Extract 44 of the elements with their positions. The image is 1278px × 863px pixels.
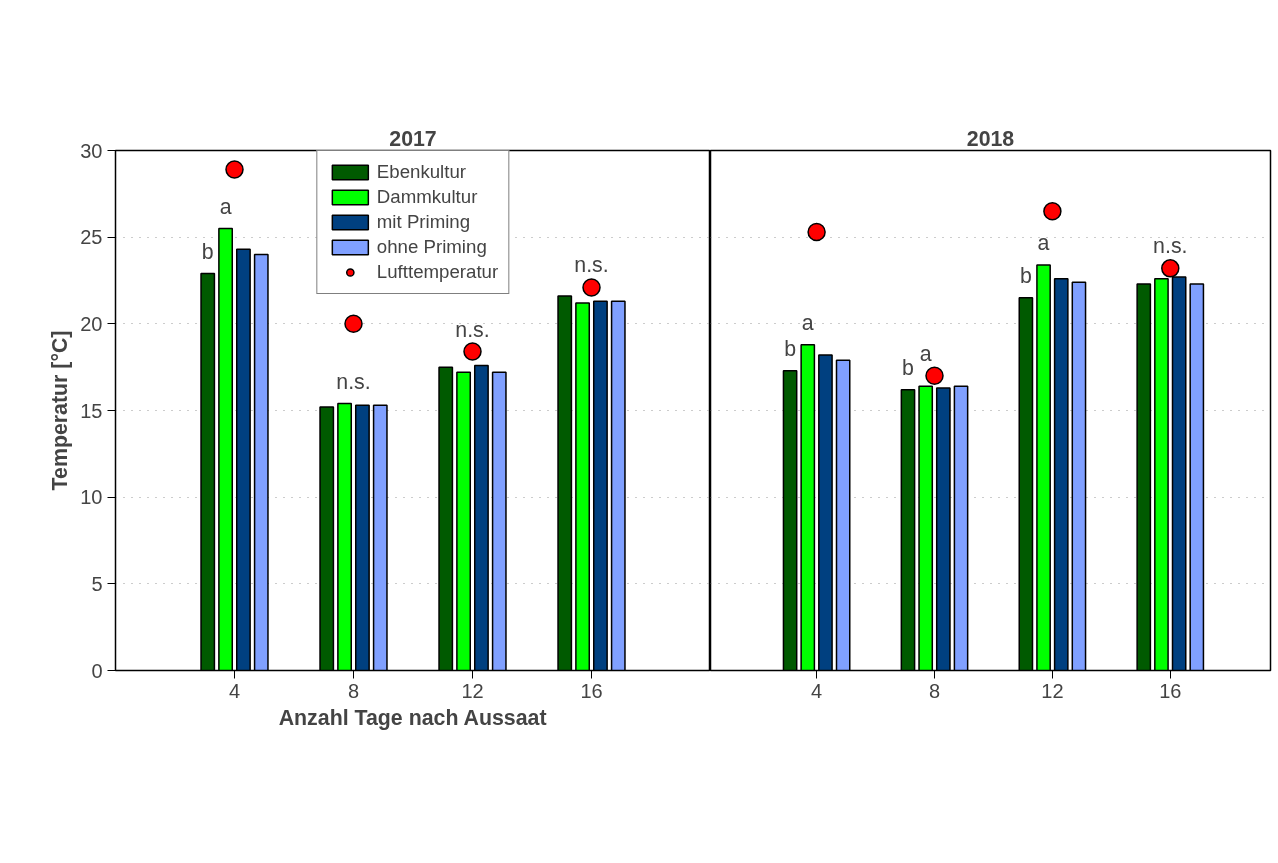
- annotation: b: [1019, 263, 1032, 288]
- y-axis-title: Temperatur [°C]: [48, 330, 73, 491]
- point: [463, 342, 482, 361]
- annotation: a: [919, 341, 932, 366]
- chart-title: 2017: [389, 126, 437, 151]
- x-tick-label: 12: [461, 679, 484, 702]
- y-tick-label: 30: [80, 139, 103, 162]
- annotation: a: [219, 194, 232, 219]
- legend-label: Dammkultur: [376, 186, 478, 208]
- point: [925, 366, 944, 386]
- x-tick-label: 4: [228, 679, 241, 702]
- point: [1043, 201, 1062, 221]
- annotation: n.s.: [574, 253, 609, 278]
- x-tick-label: 16: [580, 679, 603, 702]
- x-tick-label: 8: [928, 679, 941, 702]
- y-tick-label: 5: [91, 572, 103, 595]
- annotation: n.s.: [1153, 234, 1188, 259]
- y-tick-label: 20: [80, 312, 103, 335]
- point: [807, 222, 826, 242]
- annotation: b: [784, 336, 797, 361]
- x-tick-label: 8: [347, 679, 360, 702]
- x-tick-label: 16: [1159, 679, 1182, 702]
- annotation: n.s.: [455, 317, 490, 342]
- x-tick-label: 4: [811, 679, 823, 702]
- legend-label: mit Priming: [376, 211, 471, 233]
- annotation: n.s.: [336, 369, 371, 394]
- point: [225, 160, 244, 179]
- annotation: a: [1037, 230, 1050, 255]
- annotation: b: [201, 239, 214, 264]
- annotation: a: [801, 310, 814, 335]
- chart-title: 2018: [966, 126, 1015, 151]
- legend-label: Lufttemperatur: [376, 261, 499, 283]
- annotation: b: [902, 355, 914, 380]
- y-tick-label: 25: [80, 226, 103, 249]
- point: [582, 278, 601, 297]
- y-tick-label: 0: [91, 659, 103, 682]
- point: [344, 314, 363, 334]
- legend-label: Ebenkultur: [376, 161, 467, 183]
- x-axis-title: Anzahl Tage nach Aussaat: [278, 705, 547, 730]
- x-tick-label: 12: [1041, 679, 1064, 702]
- y-tick-label: 15: [80, 399, 103, 422]
- legend-label: ohne Priming: [376, 236, 487, 258]
- point: [1161, 259, 1180, 278]
- y-tick-label: 10: [80, 486, 103, 509]
